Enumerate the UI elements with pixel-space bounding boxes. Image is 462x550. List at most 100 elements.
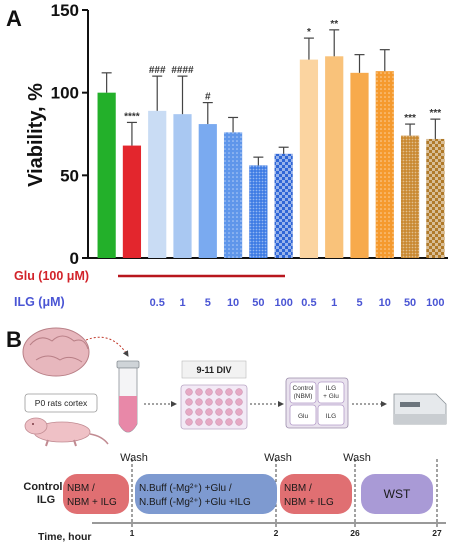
row-label-line1: Control /: [23, 481, 68, 493]
plate-well: [205, 398, 213, 406]
time-tick-label: 27: [432, 528, 442, 538]
significance-mark: ###: [149, 65, 166, 76]
time-tick-label: 26: [350, 528, 360, 538]
wash-label: Wash: [264, 452, 292, 464]
plate-well: [235, 418, 243, 426]
wash-label: Wash: [120, 452, 148, 464]
protocol-step-text: NBM + ILG: [284, 497, 334, 508]
error-bars: [101, 29, 441, 166]
timeline: 1 2 26 27 Wash Wash Wash: [92, 452, 446, 538]
treatment-plate: [285, 377, 349, 429]
bar-2: [122, 145, 142, 258]
ilg-dose-label: 10: [227, 297, 239, 309]
plate-well: [225, 398, 233, 406]
y-tick-label: 100: [51, 84, 79, 103]
protocol-steps: NBM / NBM + ILG N.Buff (-Mg²⁺) +Glu / N.Buf…: [63, 474, 433, 514]
ilg-dose-label: 50: [252, 297, 264, 309]
y-tick-label: 150: [51, 1, 79, 20]
plate-well: [215, 398, 223, 406]
row-label-line2: ILG: [37, 494, 55, 506]
significance-mark: ####: [171, 65, 194, 76]
protocol-step-text: WST: [384, 487, 411, 501]
y-tick-label: 50: [60, 166, 79, 185]
plate-well: [195, 418, 203, 426]
glu-row-label: Glu (100 μM): [14, 269, 89, 283]
source-label-box: [24, 393, 98, 413]
plate-well: [235, 408, 243, 416]
time-tick-label: 2: [274, 528, 279, 538]
ilg-dose-label: 10: [379, 297, 391, 309]
y-tick-label: 0: [70, 249, 79, 268]
plate-well: [185, 418, 193, 426]
significance-mark: #: [205, 92, 211, 103]
div-label: 9-11 DIV: [196, 365, 231, 375]
plate-well: [215, 388, 223, 396]
well-label: Glu: [298, 413, 309, 420]
plate-well: [235, 398, 243, 406]
bar-5: [198, 124, 217, 258]
plate-reader-icon: [393, 393, 447, 425]
bar-8-texture: [274, 153, 293, 258]
plate-well: [215, 408, 223, 416]
source-label: P0 rats cortex: [35, 398, 88, 408]
ilg-dose-label: 0.5: [150, 297, 165, 309]
bar-10: [325, 56, 344, 258]
significance-mark: **: [330, 19, 338, 30]
well-label: + Glu: [323, 393, 339, 400]
bar-13-texture: [400, 135, 420, 258]
protocol-step-2: [135, 474, 277, 514]
plate-well: [205, 408, 213, 416]
plate-well: [225, 408, 233, 416]
wash-label: Wash: [343, 452, 371, 464]
plate-well: [235, 388, 243, 396]
ilg-dose-label: 1: [331, 297, 337, 309]
protocol-step-4: [361, 474, 433, 514]
bar-7-texture: [249, 165, 268, 258]
ilg-dose-label: 100: [274, 297, 292, 309]
div-label-box: [181, 360, 247, 379]
ilg-dose-label: 100: [426, 297, 444, 309]
protocol-step-text: N.Buff (-Mg²⁺) +Glu +ILG: [139, 497, 251, 508]
rat-pup-illustration: [24, 417, 109, 447]
well-label: (NBM): [294, 393, 313, 400]
ilg-dose-labels: 0.5 1 5 10 50 100 0.5 1 5 10 50 100: [150, 297, 445, 309]
panel-a-letter: A: [6, 6, 22, 31]
protocol-step-text: N.Buff (-Mg²⁺) +Glu /: [139, 483, 232, 494]
brain-illustration: [22, 327, 90, 377]
y-axis: [87, 10, 448, 259]
ilg-row-label: ILG (μM): [14, 295, 65, 309]
centrifuge-tube-icon: [116, 360, 140, 433]
ilg-dose-label: 1: [179, 297, 185, 309]
dissection-arrow: [85, 336, 129, 357]
ilg-dose-label: 50: [404, 297, 416, 309]
plate-well: [205, 418, 213, 426]
bar-3: [148, 110, 167, 258]
bars: [97, 56, 445, 259]
plate-well: [225, 418, 233, 426]
y-axis-label: Viability, %: [25, 83, 47, 187]
bar-4: [173, 114, 192, 258]
plate-well: [195, 398, 203, 406]
plate-well: [185, 388, 193, 396]
plate-well: [195, 388, 203, 396]
plate-well: [215, 418, 223, 426]
bar-6-texture: [223, 132, 243, 258]
well-label: Control: [293, 385, 315, 392]
time-tick-label: 1: [130, 528, 135, 538]
ilg-dose-label: 0.5: [301, 297, 316, 309]
bar-12-texture: [375, 71, 394, 258]
significance-mark: *: [307, 27, 311, 38]
bar-11: [350, 72, 369, 259]
significance-marks: ****### #####****** ***: [124, 19, 441, 124]
protocol-step-text: NBM /: [284, 483, 312, 494]
well-label: ILG: [326, 385, 336, 392]
plate-well: [205, 388, 213, 396]
protocol-step-1: [63, 474, 129, 514]
panel-b-letter: B: [6, 327, 22, 352]
protocol-step-3: [280, 474, 352, 514]
y-ticks: 0 50 100 150: [51, 1, 88, 268]
ilg-dose-label: 5: [356, 297, 362, 309]
time-axis-label: Time, hour: [38, 531, 91, 543]
